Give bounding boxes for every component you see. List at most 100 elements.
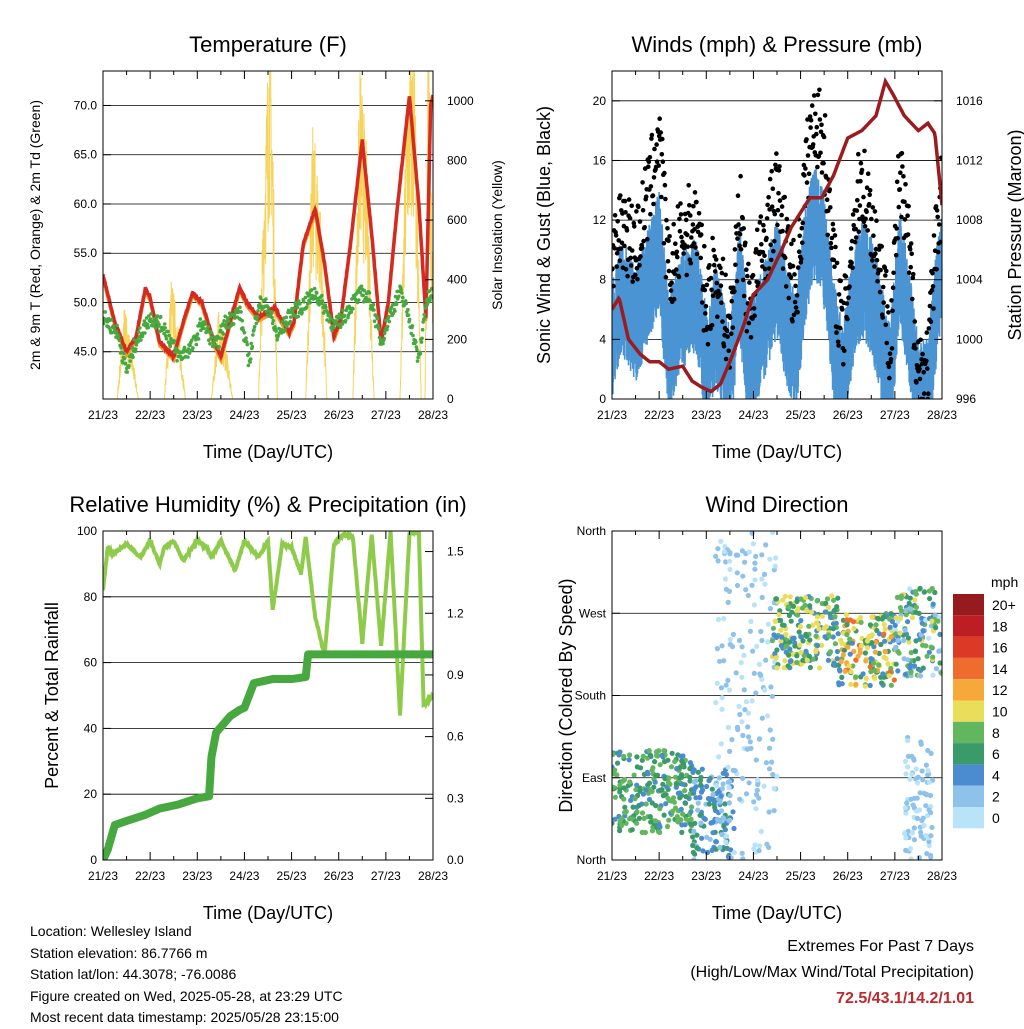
y-tick-label: 16 (593, 153, 607, 167)
y-tick-label-right: 0.3 (447, 791, 464, 805)
series-solar (103, 71, 433, 399)
y-tick-label: 12 (593, 213, 607, 227)
y-tick-label-right: 400 (447, 273, 467, 287)
y-tick-label-right: 0 (447, 392, 454, 406)
plot-area-0 (103, 71, 433, 399)
y-tick-label: 55.0 (74, 246, 98, 260)
y-tick-label: 0 (90, 853, 97, 867)
y-tick-label-right: 1016 (956, 94, 983, 108)
x-tick-label: 26/23 (324, 408, 354, 422)
x-tick-label: 27/23 (880, 408, 910, 422)
x-tick-label: 28/23 (927, 869, 957, 883)
colorbar-label: 10 (992, 704, 1008, 720)
y-axis-label: 2m & 9m T (Red, Orange) & 2m Td (Green) (27, 100, 43, 370)
y-tick-label-right: 1.2 (447, 606, 464, 620)
y-tick-label: 50.0 (74, 295, 98, 309)
x-tick-label: 27/23 (880, 869, 910, 883)
x-tick-label: 26/23 (324, 869, 354, 883)
y-tick-label: North (577, 853, 606, 867)
series-pressure (612, 77, 942, 394)
panel-0: 21/23 22/23 23/23 24/23 25/23 26/23 27/23 28/23… (27, 32, 505, 462)
series-direction (612, 531, 942, 860)
y-axis-label: Sonic Wind & Gust (Blue, Black) (534, 106, 554, 364)
x-tick-label: 24/23 (738, 869, 768, 883)
y-tick-label: East (582, 771, 607, 785)
y-tick-label-right: 0.0 (447, 853, 464, 867)
x-tick-label: 25/23 (277, 869, 307, 883)
plot-area-2 (103, 531, 433, 860)
x-tick-label: 23/23 (182, 408, 212, 422)
x-tick-label: 21/23 (597, 408, 627, 422)
y-axis-label: Percent & Total Rainfall (42, 602, 62, 789)
colorbar-swatch (953, 721, 984, 744)
colorbar-label: 0 (992, 810, 1000, 826)
y-axis-label-right: Solar Insolation (Yellow) (489, 160, 505, 310)
colorbar-swatch (953, 615, 984, 637)
x-tick-label: 27/23 (371, 408, 401, 422)
y-tick-label: 4 (599, 332, 606, 346)
colorbar-label: 4 (992, 767, 1000, 783)
colorbar-swatch (953, 807, 984, 829)
colorbar-swatch (953, 743, 984, 765)
y-tick-label: South (575, 689, 606, 703)
y-tick-label: 45.0 (74, 345, 98, 359)
colorbar-swatch (953, 679, 984, 701)
x-tick-label: 21/23 (597, 869, 627, 883)
panel-3: mph 20+ 18 16 14 12 10 8 6 4 2 0 21/23 22/23 23/23 24/2… (556, 492, 1018, 923)
x-tick-label: 25/23 (786, 408, 816, 422)
station-location: Location: Wellesley Island (30, 923, 192, 939)
extremes-title: Extremes For Past 7 Days (787, 938, 974, 955)
y-tick-label-right: 1000 (447, 94, 474, 108)
y-axis-label: Direction (Colored By Speed) (556, 578, 576, 812)
x-tick-label: 21/23 (88, 869, 118, 883)
extremes-subtitle: (High/Low/Max Wind/Total Precipitation) (690, 964, 974, 981)
plot-area-1 (612, 77, 942, 399)
colorbar-swatch (953, 657, 984, 680)
chart-title: Wind Direction (705, 492, 848, 517)
y-axis-label-right: Station Pressure (Maroon) (1005, 129, 1024, 340)
panel-2: 21/23 22/23 23/23 24/23 25/23 26/23 27/23 28/23… (42, 492, 467, 923)
station-latlon: Station lat/lon: 44.3078; -76.0086 (30, 966, 237, 982)
extremes-box: Extremes For Past 7 Days (High/Low/Max W… (690, 934, 974, 1012)
y-tick-label: 8 (599, 273, 606, 287)
y-tick-label-right: 800 (447, 153, 467, 167)
x-tick-label: 28/23 (418, 408, 448, 422)
y-tick-label-right: 1000 (956, 332, 983, 346)
x-tick-label: 23/23 (691, 869, 721, 883)
series-t2m (103, 94, 433, 363)
y-tick-label-right: 600 (447, 213, 467, 227)
y-tick-label: North (577, 524, 606, 538)
x-tick-label: 28/23 (418, 869, 448, 883)
x-tick-label: 27/23 (371, 869, 401, 883)
colorbar-label: 12 (992, 682, 1008, 698)
y-tick-label: 100 (77, 524, 97, 538)
y-tick-label: 60.0 (74, 197, 98, 211)
figure-created: Figure created on Wed, 2025-05-28, at 23… (30, 987, 343, 1004)
x-tick-label: 21/23 (88, 408, 118, 422)
y-tick-label: 65.0 (74, 148, 98, 162)
x-tick-label: 23/23 (182, 869, 212, 883)
x-axis-label: Time (Day/UTC) (203, 442, 333, 462)
y-tick-label: 40 (84, 721, 98, 735)
series-wind (612, 168, 942, 399)
y-tick-label-right: 0.9 (447, 668, 464, 682)
x-tick-label: 24/23 (229, 408, 259, 422)
y-tick-label-right: 200 (447, 332, 467, 346)
x-tick-label: 22/23 (644, 869, 674, 883)
colorbar-label: 6 (992, 746, 1000, 762)
series-td (103, 284, 433, 374)
colorbar-title: mph (991, 574, 1018, 590)
colorbar-label: 16 (992, 640, 1008, 656)
x-tick-label: 26/23 (833, 408, 863, 422)
panel-1: 21/23 22/23 23/23 24/23 25/23 26/23 27/23 28/23… (534, 32, 1024, 462)
colorbar-label: 18 (992, 618, 1008, 634)
colorbar-swatch (953, 594, 984, 616)
chart-title: Relative Humidity (%) & Precipitation (i… (69, 492, 466, 517)
chart-title: Winds (mph) & Pressure (mb) (632, 32, 923, 57)
y-tick-label: 80 (84, 590, 98, 604)
colorbar-swatch (953, 785, 984, 807)
y-tick-label: 20 (593, 94, 607, 108)
x-tick-label: 26/23 (833, 869, 863, 883)
colorbar-label: 14 (992, 661, 1008, 677)
